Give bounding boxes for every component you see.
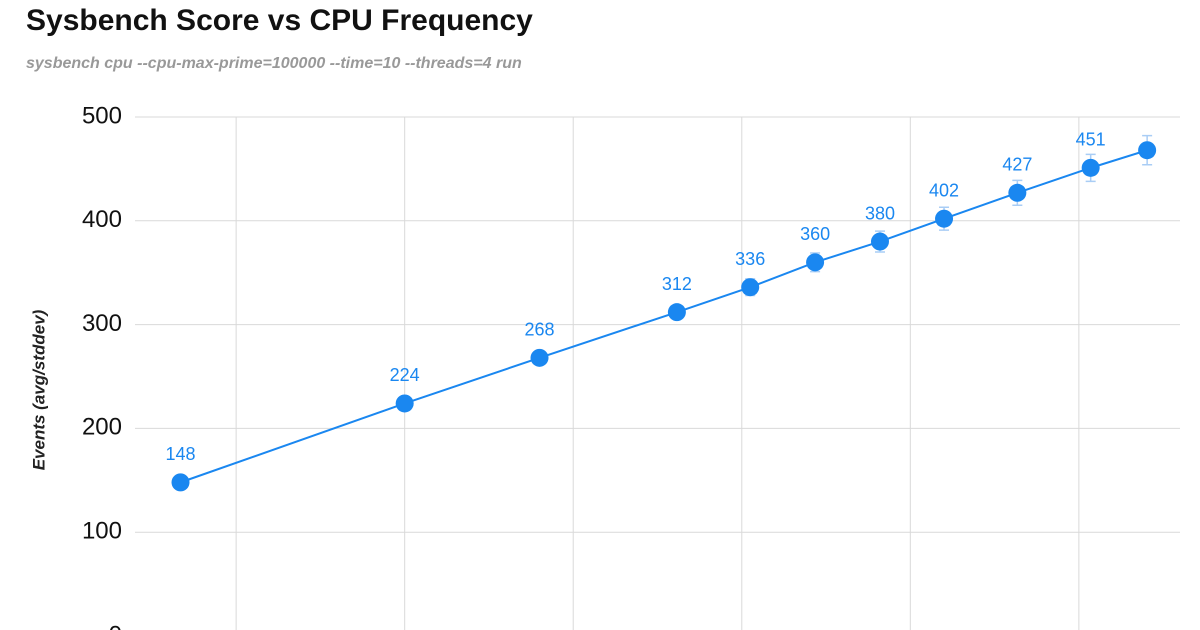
data-label: 402 — [929, 180, 959, 200]
y-tick-label: 500 — [82, 102, 122, 129]
y-tick-label: 200 — [82, 414, 122, 441]
data-label: 451 — [1076, 130, 1106, 150]
data-label: 148 — [165, 444, 195, 464]
data-point — [667, 303, 686, 322]
data-label: 380 — [865, 203, 895, 223]
data-point — [806, 253, 825, 272]
chart-subtitle: sysbench cpu --cpu-max-prime=100000 --ti… — [26, 55, 522, 72]
data-point — [1138, 141, 1157, 160]
data-point — [935, 209, 954, 228]
chart-title: Sysbench Score vs CPU Frequency — [26, 4, 533, 37]
data-point — [1008, 183, 1027, 202]
y-tick-label: 300 — [82, 310, 122, 337]
series-line — [180, 149, 1148, 484]
data-point — [741, 278, 760, 297]
data-point — [870, 232, 889, 251]
y-tick-label: 0 — [109, 621, 122, 630]
data-point — [171, 473, 190, 492]
data-label: 427 — [1002, 155, 1032, 175]
data-point — [1081, 158, 1100, 177]
y-tick-label: 400 — [82, 206, 122, 233]
data-label: 360 — [800, 224, 830, 244]
data-label: 224 — [390, 365, 420, 385]
data-label: 336 — [735, 249, 765, 269]
data-point — [530, 348, 549, 367]
data-label: 312 — [662, 274, 692, 294]
data-label: 268 — [524, 320, 554, 340]
y-tick-label: 100 — [82, 518, 122, 545]
y-axis-label: Events (avg/stddev) — [29, 309, 48, 470]
data-point — [395, 394, 414, 413]
